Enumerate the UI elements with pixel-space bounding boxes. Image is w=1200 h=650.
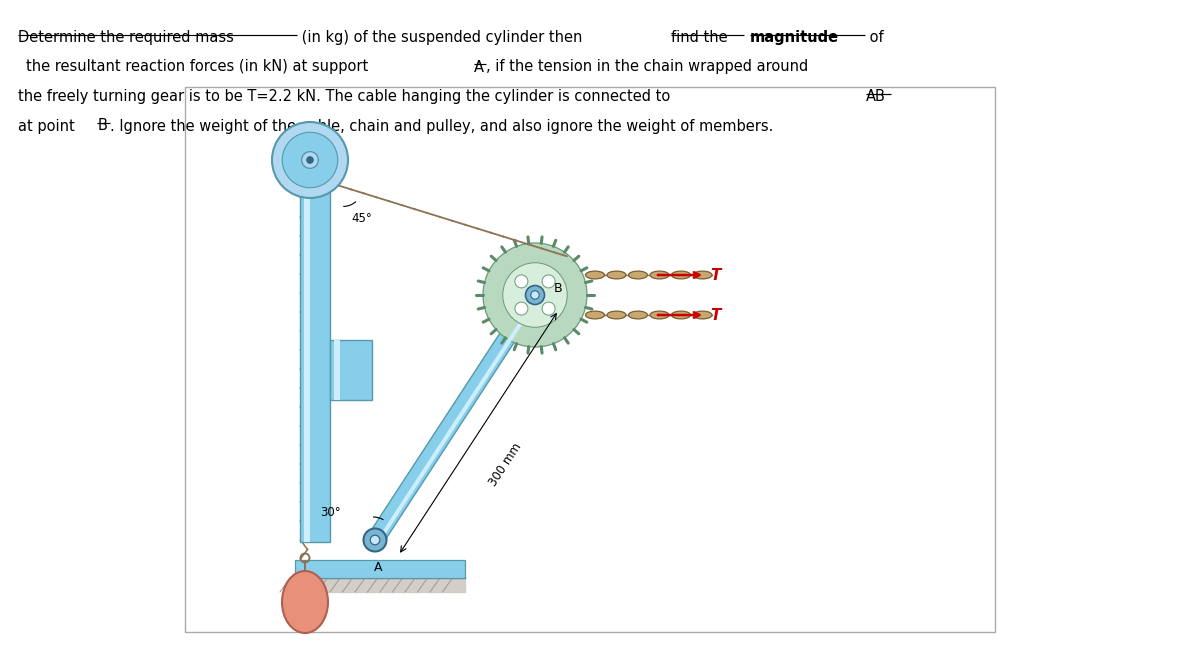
Circle shape — [515, 302, 528, 315]
Bar — [380, 302, 535, 536]
Bar — [368, 291, 542, 545]
Text: . Ignore the weight of the cable, chain and pulley, and also ignore the weight o: . Ignore the weight of the cable, chain … — [110, 118, 773, 133]
Ellipse shape — [694, 311, 712, 319]
Ellipse shape — [586, 311, 605, 319]
Bar — [300, 160, 330, 542]
Circle shape — [282, 132, 337, 188]
Text: of: of — [865, 30, 883, 45]
Text: the resultant reaction forces (in kN) at support: the resultant reaction forces (in kN) at… — [26, 60, 373, 75]
Circle shape — [482, 243, 587, 347]
Ellipse shape — [672, 271, 690, 279]
Text: T: T — [710, 268, 720, 283]
Text: , if the tension in the chain wrapped around: , if the tension in the chain wrapped ar… — [486, 60, 809, 75]
Ellipse shape — [672, 311, 690, 319]
Ellipse shape — [629, 271, 648, 279]
Circle shape — [370, 535, 379, 545]
Circle shape — [272, 122, 348, 198]
Text: (in kg) of the suspended cylinder then: (in kg) of the suspended cylinder then — [296, 30, 587, 45]
Ellipse shape — [650, 311, 670, 319]
Bar — [334, 340, 340, 400]
Ellipse shape — [586, 271, 605, 279]
Ellipse shape — [607, 271, 626, 279]
Circle shape — [515, 275, 528, 288]
Text: 300 mm: 300 mm — [486, 441, 524, 489]
Text: B: B — [554, 283, 563, 296]
Ellipse shape — [607, 311, 626, 319]
Ellipse shape — [650, 271, 670, 279]
Polygon shape — [290, 578, 466, 592]
Text: 30°: 30° — [320, 506, 341, 519]
Text: B: B — [97, 118, 107, 133]
Text: T: T — [710, 307, 720, 322]
Text: 45°: 45° — [352, 213, 372, 226]
Circle shape — [526, 285, 545, 304]
Bar — [185, 87, 995, 632]
Text: magnitude: magnitude — [750, 30, 839, 45]
Circle shape — [503, 263, 568, 327]
Bar — [330, 340, 372, 400]
Text: A: A — [474, 60, 484, 75]
Bar — [295, 560, 466, 578]
Text: AB: AB — [865, 89, 886, 104]
Circle shape — [542, 275, 556, 288]
Text: A: A — [373, 561, 383, 574]
Ellipse shape — [694, 271, 712, 279]
Circle shape — [364, 528, 386, 551]
Circle shape — [530, 291, 539, 299]
Bar — [304, 160, 310, 542]
Text: find the: find the — [671, 30, 727, 45]
Circle shape — [306, 157, 313, 163]
Ellipse shape — [282, 571, 328, 633]
Circle shape — [301, 151, 318, 168]
Text: Determine the required mass: Determine the required mass — [18, 30, 234, 45]
Text: the freely turning gear is to be T=2.2 kN. The cable hanging the cylinder is con: the freely turning gear is to be T=2.2 k… — [18, 89, 674, 104]
Text: at point: at point — [18, 118, 79, 133]
Ellipse shape — [629, 311, 648, 319]
Circle shape — [542, 302, 556, 315]
